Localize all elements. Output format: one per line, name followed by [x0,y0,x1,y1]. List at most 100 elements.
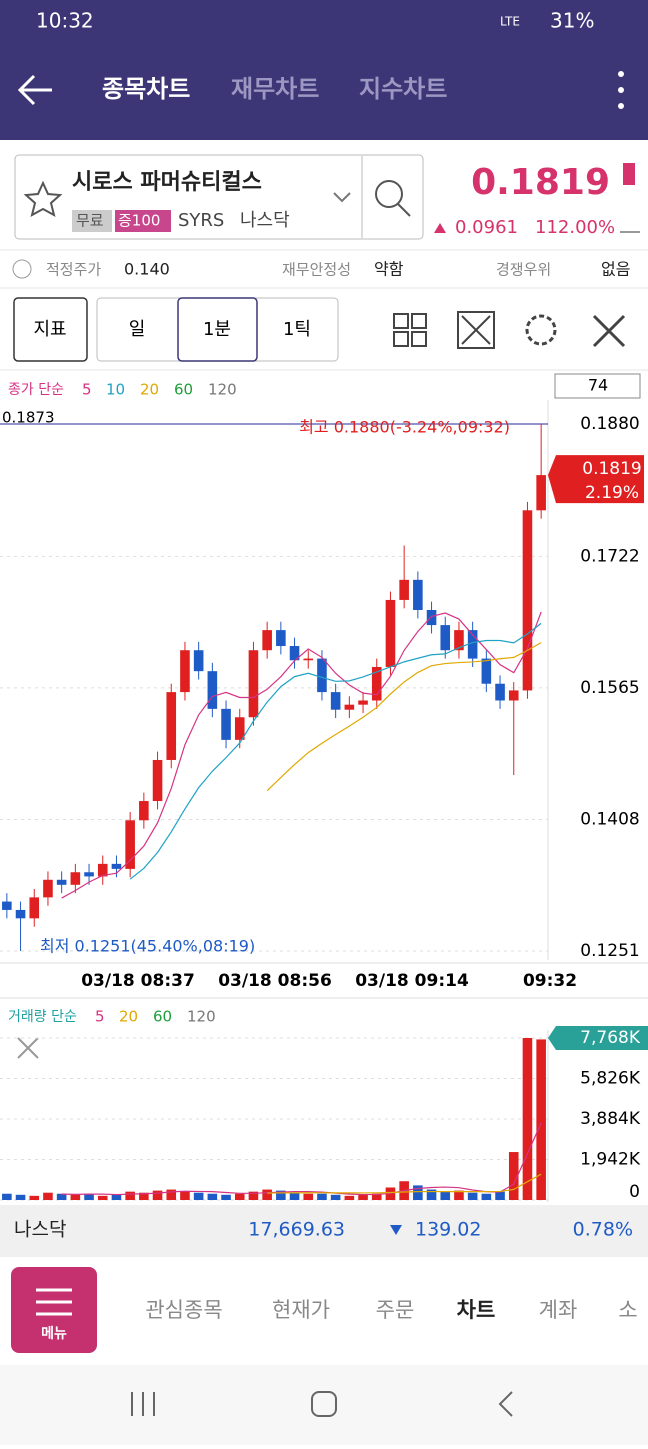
period[interactable]: 1틱 [283,319,311,340]
volume-bar [344,1195,355,1200]
volume-bar [440,1191,451,1200]
y-tick-label: 0.1722 [580,546,639,566]
y-tick-label: 7,768K [580,1028,641,1048]
candle-body [371,666,382,701]
badge: 증100 [118,212,160,230]
nav-tab[interactable]: 차트 [457,1298,496,1322]
nav-tab[interactable]: 주문 [376,1298,415,1322]
candle-body [358,700,368,705]
tab[interactable]: 재무차트 [231,75,319,103]
change-pct: 112.00% [535,217,615,238]
x-label: 03/18 09:14 [355,971,469,991]
search-button[interactable] [375,180,411,217]
nav-tab[interactable]: 현재가 [272,1298,330,1322]
candle-body [97,863,108,877]
candle-body [454,630,464,651]
y-tick-label: 0.1408 [580,809,639,829]
help-icon[interactable] [12,259,32,279]
badge-bg [115,210,171,232]
candle-body [262,630,272,651]
bottom-tabs: 관심종목 현재가 주문 차트 계좌 소 [145,1298,637,1322]
y-tick-label: 0.1251 [580,941,639,961]
menu-icon [36,1288,72,1316]
nav-tab[interactable]: 계좌 [539,1298,578,1322]
volume-bar [166,1189,177,1200]
legend-entry: 10 [106,381,125,399]
volume-bar [317,1193,327,1200]
volume-bar [276,1190,286,1200]
badge-bg [72,210,112,232]
candle-body [276,630,286,647]
period[interactable]: 1분 [203,319,231,340]
legend-entry: 20 [119,1008,138,1026]
menu-button[interactable] [11,1267,97,1353]
expand-button[interactable] [457,311,495,349]
layout-button[interactable] [393,313,427,347]
legend-entry: 120 [187,1008,216,1026]
volume-bar [221,1194,231,1200]
legend-entry: 5 [82,381,92,399]
dropdown[interactable] [333,192,351,203]
index-bar [0,1205,648,1257]
y-tick-label: 0 [629,1182,640,1202]
volume-bar [234,1193,245,1200]
volume-bar [536,1039,546,1200]
moving-average [266,642,542,792]
status-network: LTE [500,15,520,29]
current-price: 0.1819 [582,459,641,479]
volume-bar [413,1185,423,1200]
legend-entry: 120 [208,381,237,399]
candle-body [508,690,519,701]
candle-body [70,872,81,885]
favorite-star[interactable] [23,180,63,217]
status-time: 10:32 [36,9,94,33]
info-value: 약함 [374,260,404,279]
legend-entry: 5 [95,1008,105,1026]
volume-bar [262,1189,272,1200]
volume-bar [180,1191,190,1200]
change: 0.0961 [455,217,518,238]
candle-body [152,759,163,802]
candle-body [2,901,12,910]
volume-bar [495,1191,505,1200]
index-change-pct: 0.78% [573,1219,633,1241]
y-tick-label: 3,884K [580,1109,641,1129]
volume-legend-label: 거래량 단순 [8,1009,77,1025]
candle-body [180,650,190,693]
period-selected[interactable] [177,297,258,362]
more-button[interactable] [618,71,624,109]
candle-body [317,658,327,693]
stock-name: 시로스 파머슈티컬스 [72,170,262,195]
period[interactable]: 일 [129,319,146,340]
ticker: SYRS [178,210,224,231]
indicator-button[interactable] [13,297,88,362]
candle-body [413,579,423,610]
candle-body [467,630,478,659]
nav-tab[interactable]: 관심종목 [145,1298,222,1322]
count: 74 [588,376,608,395]
price-chart: 종가 단순 5 10 20 60 120 74 0.1880 0.1722 0.1565 0.140… [0,373,648,1202]
back-button[interactable] [17,74,52,106]
info-value: 없음 [601,260,630,279]
tools-button[interactable] [592,314,626,348]
candle-body [43,879,53,898]
tab[interactable]: 종목차트 [102,75,190,103]
legend-entry: 60 [153,1008,172,1026]
info-label: 경쟁우위 [496,261,551,279]
price-bar [623,163,635,185]
candle-body [481,658,492,684]
index-name: 나스닥 [14,1219,66,1241]
system-nav [0,1365,648,1445]
legend-label: 종가 단순 [8,382,64,398]
settings-button[interactable] [525,314,557,346]
count-box [554,373,641,399]
candle-body [522,510,533,691]
volume-bar [508,1152,519,1200]
nav-tab[interactable]: 소 [618,1298,637,1322]
volume-bar [84,1193,94,1200]
volume-bar [289,1192,300,1200]
system-buttons[interactable] [131,1391,513,1417]
tab[interactable]: 지수차트 [359,75,447,103]
volume-bar [481,1193,492,1200]
price: 0.1819 [471,162,610,203]
